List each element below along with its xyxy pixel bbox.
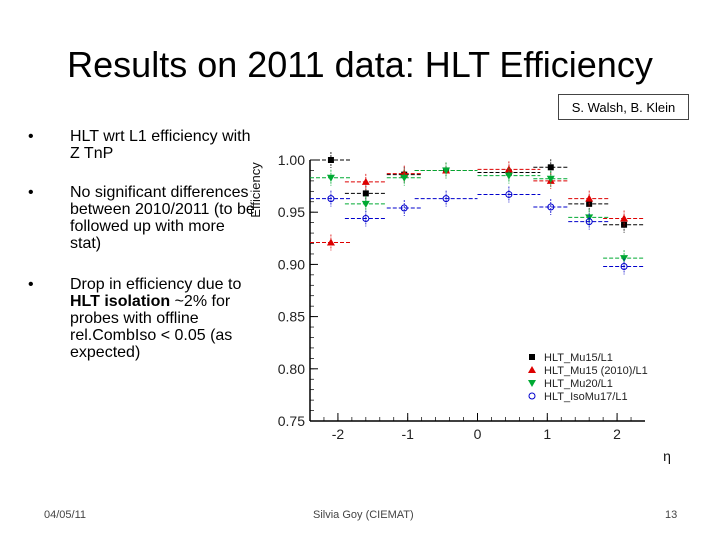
x-tick-label: -1 — [401, 426, 414, 442]
legend-label: HLT_Mu15 (2010)/L1 — [544, 365, 648, 377]
bullet-text-pre: Drop in efficiency due to — [70, 276, 242, 293]
footer-author: Silvia Goy (CIEMAT) — [313, 509, 414, 521]
y-tick-label: 0.95 — [278, 204, 305, 220]
data-point-triangle-down — [326, 174, 335, 182]
bullet-dot-icon: • — [28, 276, 34, 293]
footer-date: 04/05/11 — [44, 509, 87, 521]
bullet-text-post: ~2% for probes with offline rel.CombIso … — [70, 293, 233, 361]
y-tick-label: 1.00 — [278, 152, 305, 168]
authors-box: S. Walsh, B. Klein — [558, 94, 689, 120]
legend-marker-circle — [528, 392, 536, 400]
legend-marker-square — [529, 354, 535, 360]
data-point-triangle — [361, 177, 370, 185]
x-tick-label: 2 — [613, 426, 621, 442]
data-point-triangle — [620, 214, 629, 222]
bullet-list: • HLT wrt L1 efficiency with Z TnP • No … — [28, 128, 260, 377]
bullet-dot-icon: • — [28, 184, 34, 201]
legend-label: HLT_IsoMu17/L1 — [544, 391, 628, 403]
x-tick-label: -2 — [332, 426, 345, 442]
y-tick-label: 0.75 — [278, 413, 305, 429]
data-point-triangle — [326, 238, 335, 246]
data-point-circle — [442, 195, 450, 203]
legend-label: HLT_Mu15/L1 — [544, 352, 613, 364]
bullet-item: • HLT wrt L1 efficiency with Z TnP — [28, 128, 260, 162]
data-point-triangle — [585, 194, 594, 202]
data-point-triangle-down — [442, 167, 451, 175]
y-tick-label: 0.85 — [278, 309, 305, 325]
data-point-triangle-down — [361, 200, 370, 208]
data-point-square — [327, 157, 334, 163]
data-point-triangle-down — [400, 174, 409, 182]
data-point-circle — [505, 190, 513, 198]
bullet-dot-icon: • — [28, 128, 34, 145]
data-point-triangle-down — [504, 172, 513, 180]
legend-marker-triangle-down — [528, 380, 536, 387]
data-point-square — [362, 190, 369, 197]
bullet-item: • No significant differences between 201… — [28, 184, 260, 252]
data-point-circle — [362, 214, 370, 222]
x-tick-label: 1 — [543, 426, 551, 442]
data-point-circle — [585, 218, 593, 226]
bullet-item: • Drop in efficiency due to HLT isolatio… — [28, 276, 260, 361]
footer-page-number: 13 — [665, 509, 678, 521]
x-axis-label: η — [663, 448, 671, 464]
data-point-circle — [547, 203, 555, 211]
bullet-text-bold: HLT isolation — [70, 293, 171, 310]
bullet-text: HLT wrt L1 efficiency with Z TnP — [70, 128, 251, 162]
y-tick-label: 0.90 — [278, 256, 305, 272]
bullet-text: No significant differences between 2010/… — [70, 184, 255, 252]
data-point-circle — [327, 195, 335, 203]
efficiency-chart: 0.75 0.80 0.85 0.90 0.95 1.00 -2 -1 0 1 2 Efficienc… — [248, 152, 671, 464]
y-axis-label: Efficiency — [248, 162, 263, 218]
y-tick-label: 0.80 — [278, 361, 305, 377]
data-point-square — [547, 164, 554, 171]
data-point-triangle-down — [546, 175, 555, 183]
data-point-circle — [620, 262, 628, 270]
slide-title: Results on 2011 data: HLT Efficiency — [67, 44, 653, 85]
legend-marker-triangle — [528, 366, 536, 373]
legend-label: HLT_Mu20/L1 — [544, 378, 613, 390]
x-tick-label: 0 — [474, 426, 482, 442]
data-point-circle — [400, 204, 408, 212]
data-point-square — [621, 221, 628, 228]
